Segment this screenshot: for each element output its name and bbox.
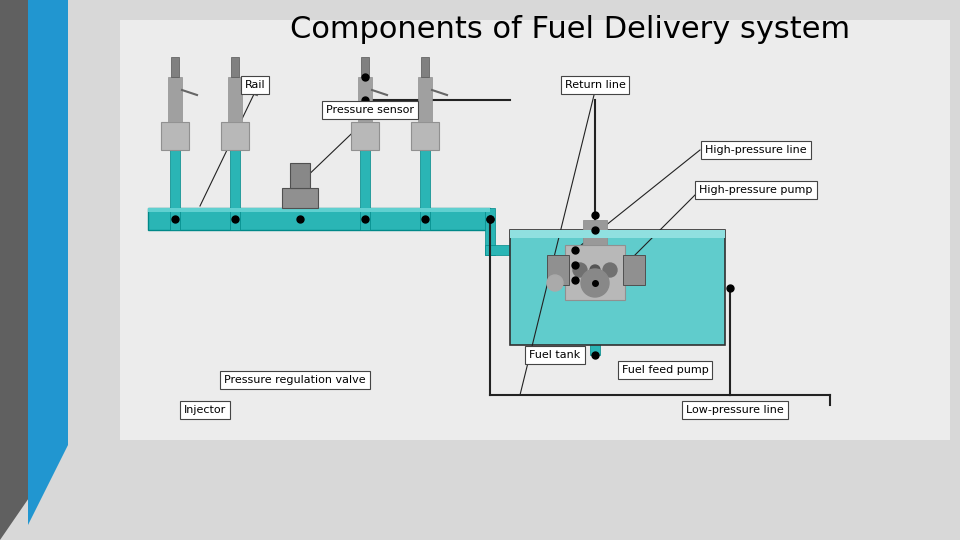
Bar <box>510 230 725 238</box>
Bar <box>358 77 372 122</box>
Bar <box>148 208 490 212</box>
Bar <box>231 57 239 77</box>
Circle shape <box>547 275 563 291</box>
Bar <box>221 122 249 150</box>
Bar <box>420 150 430 230</box>
Bar <box>583 220 607 245</box>
Text: Return line: Return line <box>564 80 625 90</box>
Text: Fuel tank: Fuel tank <box>529 350 581 360</box>
Circle shape <box>581 269 609 297</box>
Text: Pressure sensor: Pressure sensor <box>326 105 414 115</box>
Text: Pressure regulation valve: Pressure regulation valve <box>225 375 366 385</box>
Bar <box>485 208 495 255</box>
Polygon shape <box>0 0 55 540</box>
Circle shape <box>590 265 600 275</box>
Bar <box>120 20 950 440</box>
Bar <box>510 230 725 345</box>
Bar <box>161 122 189 150</box>
Bar <box>228 77 242 122</box>
Circle shape <box>573 263 587 277</box>
Bar <box>623 255 645 285</box>
Bar <box>421 57 429 77</box>
Bar <box>411 122 439 150</box>
Bar <box>230 150 240 230</box>
Text: Low-pressure line: Low-pressure line <box>686 405 784 415</box>
Text: High-pressure pump: High-pressure pump <box>699 185 813 195</box>
Text: High-pressure line: High-pressure line <box>706 145 806 155</box>
Bar <box>565 245 625 300</box>
Bar <box>168 77 182 122</box>
Bar <box>547 255 569 285</box>
Polygon shape <box>28 0 68 525</box>
Bar <box>290 163 310 188</box>
Text: Fuel feed pump: Fuel feed pump <box>622 365 708 375</box>
Circle shape <box>603 263 617 277</box>
Bar <box>148 208 490 230</box>
Bar <box>361 57 369 77</box>
Bar <box>360 150 370 230</box>
Bar <box>351 122 379 150</box>
Bar <box>171 57 179 77</box>
Text: Components of Fuel Delivery system: Components of Fuel Delivery system <box>290 16 850 44</box>
Bar <box>570 245 580 280</box>
Bar <box>418 77 432 122</box>
Text: Injector: Injector <box>184 405 227 415</box>
Bar <box>170 150 180 230</box>
Bar <box>485 245 575 255</box>
Bar <box>590 300 600 355</box>
Text: Rail: Rail <box>245 80 265 90</box>
Bar <box>282 188 318 208</box>
